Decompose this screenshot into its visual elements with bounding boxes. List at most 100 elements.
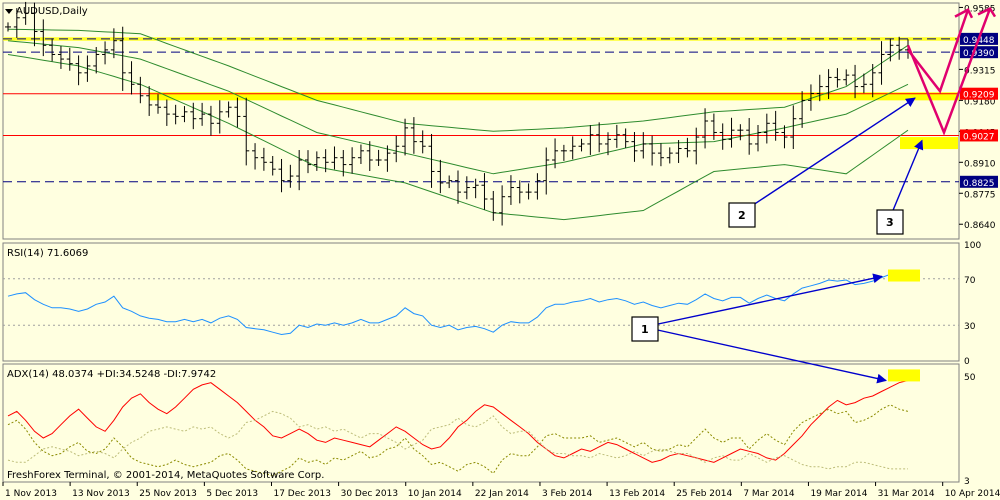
level-badge-0.9390: 0.9390 bbox=[960, 46, 998, 59]
level-badge-0.8825: 0.8825 bbox=[960, 175, 998, 189]
adx-highlight-marker bbox=[888, 369, 920, 382]
projection-arrowhead-1 bbox=[954, 8, 974, 19]
price-bar bbox=[790, 105, 797, 149]
price-bar bbox=[649, 135, 656, 166]
bollinger-upper-line bbox=[7, 28, 909, 132]
price-bar bbox=[613, 124, 620, 148]
price-bar bbox=[578, 138, 585, 152]
price-pane[interactable]: 0.95850.93150.91800.90450.89100.87750.86… bbox=[2, 1, 998, 240]
time-axis-label: 3 Feb 2014 bbox=[542, 489, 593, 499]
projection-arrowhead-2 bbox=[977, 6, 997, 18]
price-bar bbox=[807, 84, 814, 111]
time-axis-label: 25 Feb 2014 bbox=[676, 489, 732, 499]
price-bar bbox=[66, 47, 73, 71]
price-bar bbox=[375, 149, 382, 166]
price-bar bbox=[84, 55, 91, 82]
price-bar bbox=[216, 100, 223, 134]
price-bar bbox=[472, 178, 479, 199]
price-bar bbox=[702, 108, 709, 149]
price-bar bbox=[534, 173, 541, 200]
price-bar bbox=[843, 69, 850, 86]
symbol-dropdown-icon[interactable] bbox=[5, 9, 13, 14]
price-bar bbox=[878, 41, 885, 85]
rsi-axis-label: 0 bbox=[964, 357, 970, 367]
price-bar bbox=[155, 94, 161, 114]
callout-arrow bbox=[740, 97, 916, 214]
time-axis: 1 Nov 2013 13 Nov 2013 25 Nov 2013 5 Dec 20… bbox=[2, 482, 1000, 499]
level-badge-box bbox=[960, 175, 998, 188]
price-bar bbox=[207, 105, 214, 136]
level-badge-text: 0.9390 bbox=[963, 49, 995, 59]
price-bar bbox=[507, 175, 514, 205]
adx-title: ADX(14) 48.0374 +DI:34.5248 -DI:7.9742 bbox=[7, 369, 216, 380]
callout-arrow bbox=[643, 273, 883, 328]
price-bar bbox=[252, 143, 259, 170]
price-bar bbox=[799, 91, 806, 128]
level-badge-text: 0.9209 bbox=[963, 91, 995, 101]
price-axis-label: 0.9585 bbox=[964, 4, 996, 14]
price-bar bbox=[675, 140, 682, 163]
price-bar bbox=[278, 158, 285, 193]
price-bar bbox=[657, 143, 664, 167]
price-bar bbox=[428, 133, 435, 188]
price-bar bbox=[128, 61, 135, 95]
adx-axis-label: 50 bbox=[964, 373, 976, 383]
price-bar bbox=[587, 125, 594, 155]
price-bar bbox=[190, 102, 197, 130]
price-bar bbox=[287, 164, 294, 188]
adx-pane-frame bbox=[2, 363, 960, 483]
rsi-axis-label: 100 bbox=[964, 241, 981, 251]
price-bar bbox=[146, 86, 153, 116]
price-bar bbox=[852, 64, 859, 99]
time-axis-label: 7 Mar 2014 bbox=[743, 489, 795, 499]
price-bar bbox=[137, 76, 144, 104]
price-bar bbox=[419, 130, 426, 154]
price-bar bbox=[322, 149, 329, 173]
price-bar bbox=[119, 26, 126, 91]
price-bar bbox=[102, 41, 109, 65]
price-bar bbox=[93, 47, 100, 74]
price-bar bbox=[331, 146, 338, 170]
price-bar bbox=[357, 144, 364, 165]
price-bar bbox=[543, 147, 550, 195]
time-axis-label: 13 Nov 2013 bbox=[72, 489, 130, 499]
rsi-axis-label: 30 bbox=[964, 322, 976, 332]
price-bar bbox=[834, 68, 841, 88]
price-bar bbox=[737, 124, 744, 141]
price-bar bbox=[463, 176, 470, 200]
rsi-pane[interactable]: 100 70 30 0 RSI(14) 71.6069 bbox=[2, 241, 981, 367]
callout-badge-3: 3 bbox=[876, 209, 904, 235]
callout-badge-text: 1 bbox=[641, 323, 649, 336]
price-bar bbox=[340, 150, 347, 177]
price-bar bbox=[393, 135, 400, 163]
price-bar bbox=[746, 118, 753, 155]
adx-series-di-line bbox=[7, 404, 909, 477]
price-axis-label: 0.9315 bbox=[964, 66, 996, 76]
time-axis-label: 5 Dec 2013 bbox=[206, 489, 258, 499]
price-bar bbox=[384, 145, 391, 172]
price-bar bbox=[234, 97, 241, 128]
price-pane-frame bbox=[2, 2, 960, 240]
price-bar bbox=[199, 102, 206, 126]
level-badge-0.9027: 0.9027 bbox=[960, 129, 998, 142]
price-bar bbox=[684, 137, 691, 158]
price-bar bbox=[225, 101, 232, 118]
projection-path-1 bbox=[907, 9, 970, 94]
time-axis-label: 17 Dec 2013 bbox=[273, 489, 331, 499]
price-bar bbox=[5, 22, 11, 32]
symbol-title: AUDUSD,Daily bbox=[16, 6, 88, 17]
price-bar bbox=[181, 106, 188, 123]
adx-pane[interactable]: 50 3 ADX(14) 48.0374 +DI:34.5248 -DI:7.97… bbox=[2, 363, 976, 487]
price-bar bbox=[49, 38, 56, 62]
price-bar bbox=[269, 155, 276, 176]
price-bar bbox=[781, 125, 788, 149]
price-bar bbox=[605, 132, 611, 156]
price-bar bbox=[887, 38, 894, 62]
callout-badge-box bbox=[631, 316, 659, 342]
price-bar bbox=[490, 190, 497, 221]
callout-arrow bbox=[643, 326, 887, 384]
price-bar bbox=[40, 19, 47, 57]
price-bar bbox=[243, 97, 250, 166]
price-bar bbox=[349, 147, 356, 174]
